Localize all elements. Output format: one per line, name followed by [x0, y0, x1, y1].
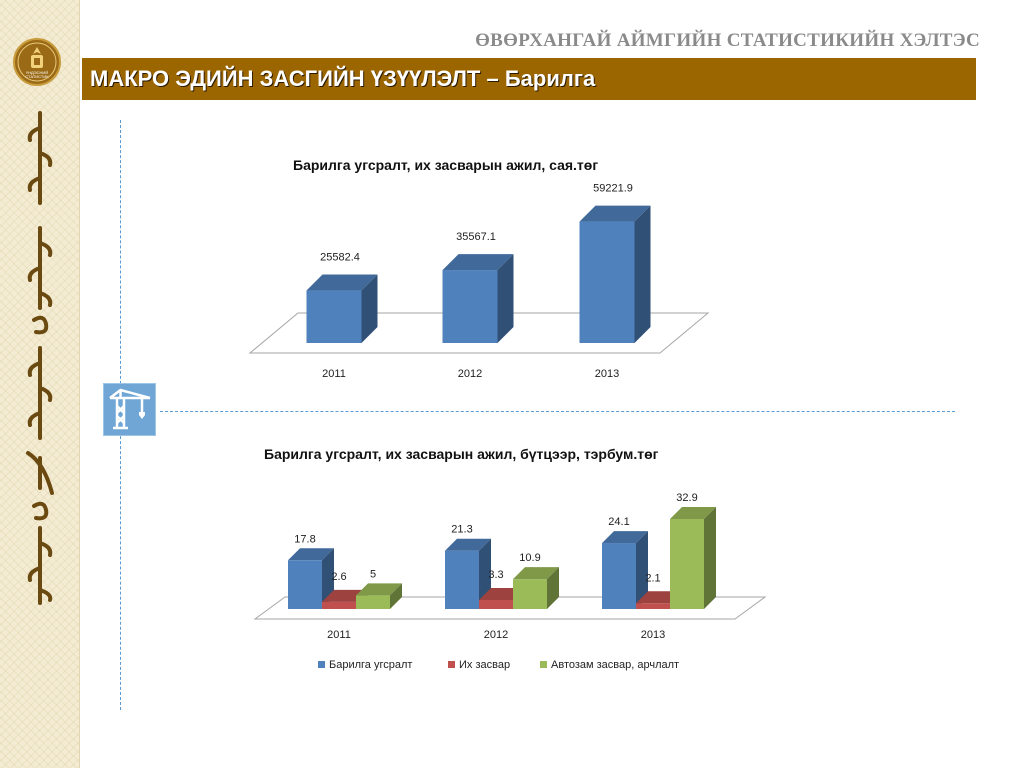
- x-tick-label: 2013: [641, 629, 665, 641]
- legend-label: Автозам засвар, арчлалт: [551, 659, 679, 671]
- data-label: 2.6: [331, 571, 346, 583]
- x-tick-label: 2011: [327, 629, 351, 641]
- bar-series-3: [670, 507, 716, 609]
- data-label: 21.3: [451, 524, 472, 536]
- statistics-logo: ҮНДЭСНИЙ СТАТИСТИК: [13, 38, 61, 86]
- chart1-title: Барилга угсралт, их засварын ажил, сая.т…: [293, 157, 599, 173]
- data-label: 3.3: [488, 569, 503, 581]
- sidebar-ornament: ҮНДЭСНИЙ СТАТИСТИК: [0, 0, 80, 768]
- data-label: 35567.1: [456, 231, 496, 243]
- logo-text-line2: СТАТИСТИК: [25, 74, 49, 79]
- data-label: 25582.4: [320, 252, 360, 264]
- data-label: 59221.9: [593, 183, 633, 195]
- x-tick-label: 2013: [595, 368, 619, 380]
- legend-swatch: [318, 661, 325, 668]
- legend-swatch: [448, 661, 455, 668]
- bar-series-3: [356, 583, 402, 609]
- legend-label: Барилга угсралт: [329, 659, 412, 671]
- data-label: 5: [370, 568, 376, 580]
- page-title: МАКРО ЭДИЙН ЗАСГИЙН ҮЗҮҮЛЭЛТ – Барилга: [90, 66, 596, 91]
- x-tick-label: 2012: [458, 368, 482, 380]
- bar-series-3: [513, 567, 559, 609]
- title-bar: МАКРО ЭДИЙН ЗАСГИЙН ҮЗҮҮЛЭЛТ – Барилга: [82, 58, 976, 100]
- data-label: 10.9: [519, 552, 540, 564]
- bar: [442, 254, 514, 343]
- data-label: 2.1: [645, 572, 660, 584]
- x-tick-label: 2012: [484, 629, 508, 641]
- data-label: 24.1: [608, 516, 629, 528]
- chart2-title: Барилга угсралт, их засварын ажил, бүтцэ…: [264, 446, 659, 462]
- bar-series-1: [602, 531, 648, 609]
- legend-swatch: [540, 661, 547, 668]
- x-tick-label: 2011: [322, 368, 346, 380]
- legend-label: Их засвар: [459, 659, 510, 671]
- crane-icon: [103, 383, 156, 436]
- data-label: 32.9: [676, 492, 697, 504]
- logo-text-line1: ҮНДЭСНИЙ: [25, 70, 49, 75]
- mongolian-script-decoration: [26, 111, 54, 605]
- organization-name: ӨВӨРХАНГАЙ АЙМГИЙН СТАТИСТИКИЙН ХЭЛТЭС: [475, 30, 980, 51]
- bar: [579, 205, 651, 343]
- horizontal-divider: [160, 411, 955, 412]
- bar: [306, 274, 378, 343]
- data-label: 17.8: [294, 533, 315, 545]
